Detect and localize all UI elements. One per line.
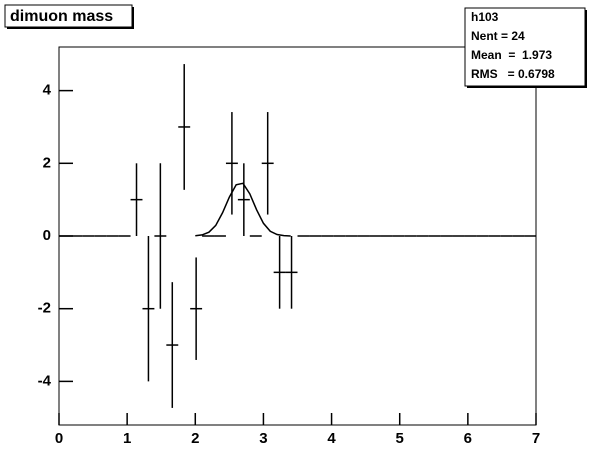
x-tick-label: 3 bbox=[259, 430, 267, 447]
x-tick-label: 1 bbox=[123, 430, 131, 447]
stats-line: RMS = 0.6798 bbox=[471, 67, 555, 81]
stats-name: h103 bbox=[471, 10, 499, 24]
x-tick-label: 0 bbox=[55, 430, 63, 447]
x-tick-label: 7 bbox=[532, 430, 540, 447]
y-tick-label: -2 bbox=[38, 300, 51, 317]
stats-box bbox=[464, 7, 586, 87]
title-box bbox=[4, 4, 133, 28]
y-tick-label: -4 bbox=[38, 372, 52, 389]
y-tick-label: 0 bbox=[43, 227, 51, 244]
y-tick-label: 2 bbox=[43, 154, 51, 171]
fit-curve bbox=[195, 182, 291, 237]
chart-title: dimuon mass bbox=[10, 8, 113, 25]
x-tick-label: 4 bbox=[327, 430, 336, 447]
stats-line: Mean = 1.973 bbox=[471, 48, 552, 62]
x-tick-label: 2 bbox=[191, 430, 199, 447]
stats-line: Nent = 24 bbox=[471, 29, 525, 43]
y-tick-label: 4 bbox=[43, 82, 52, 99]
x-tick-label: 6 bbox=[464, 430, 472, 447]
x-tick-label: 5 bbox=[396, 430, 404, 447]
